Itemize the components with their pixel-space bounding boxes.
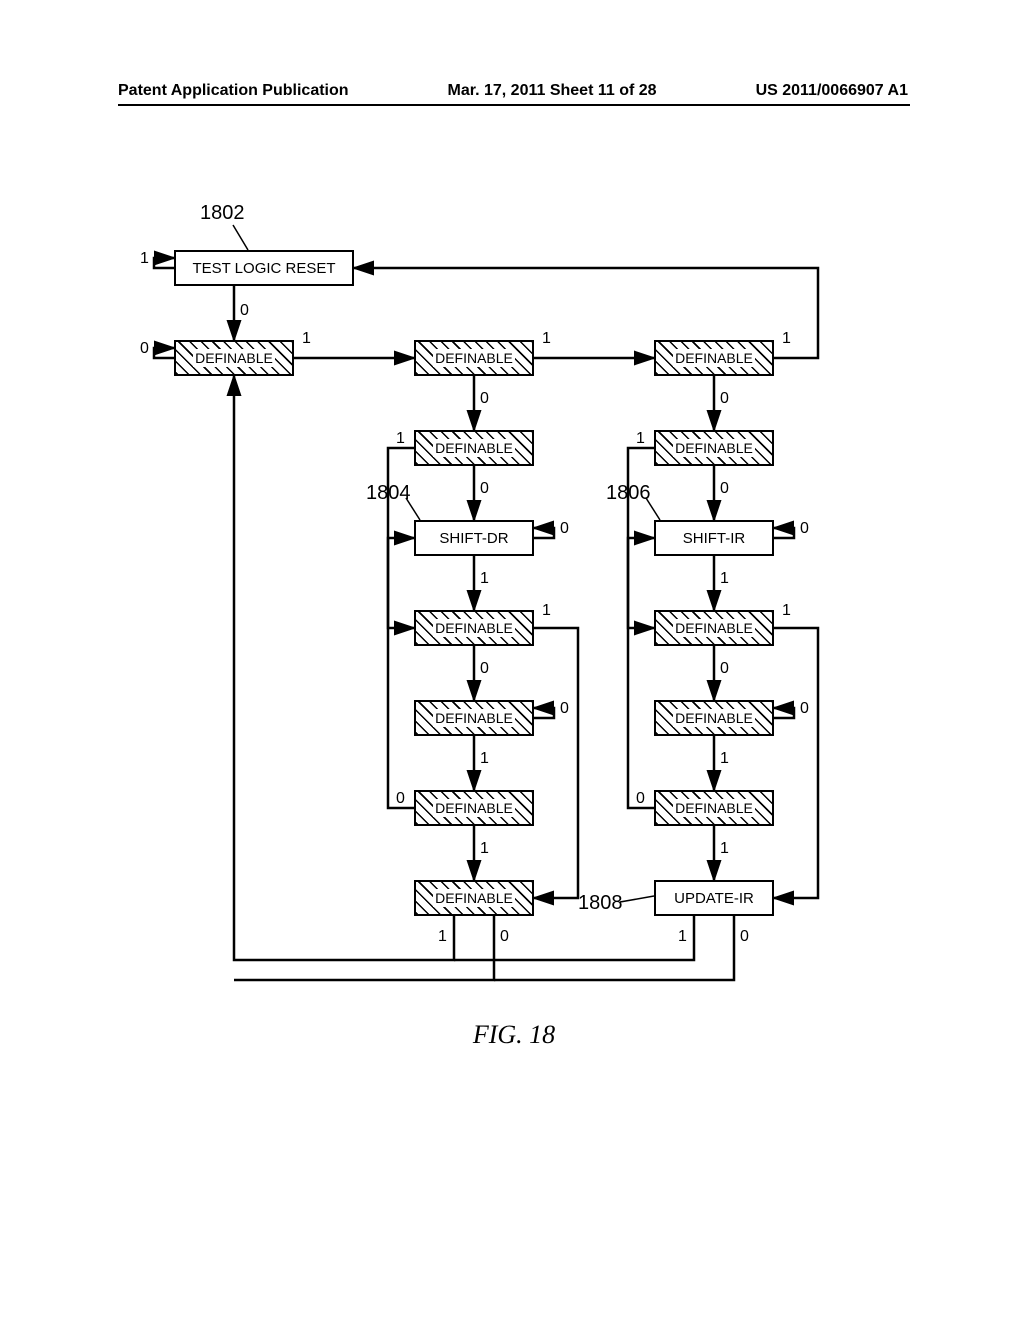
label-def: DEFINABLE bbox=[433, 709, 515, 727]
edge-label: 1 bbox=[782, 330, 791, 348]
edge-label: 0 bbox=[800, 700, 809, 718]
state-exit2-ir: DEFINABLE bbox=[654, 790, 774, 826]
refnum-1804: 1804 bbox=[366, 482, 411, 505]
refnum-1806: 1806 bbox=[606, 482, 651, 505]
state-exit1-dr: DEFINABLE bbox=[414, 610, 534, 646]
label-def: DEFINABLE bbox=[193, 349, 275, 367]
edge-label: 0 bbox=[720, 390, 729, 408]
edge-label: 1 bbox=[302, 330, 311, 348]
state-select-ir-scan: DEFINABLE bbox=[654, 340, 774, 376]
edge-label: 0 bbox=[800, 520, 809, 538]
label-def: DEFINABLE bbox=[673, 709, 755, 727]
edge-label: 1 bbox=[480, 570, 489, 588]
edge-label: 0 bbox=[500, 928, 509, 946]
edge-label: 1 bbox=[720, 570, 729, 588]
edge-label: 1 bbox=[140, 250, 149, 268]
edge-label: 1 bbox=[480, 750, 489, 768]
header-left: Patent Application Publication bbox=[118, 82, 349, 100]
edge-label: 0 bbox=[740, 928, 749, 946]
state-pause-dr: DEFINABLE bbox=[414, 700, 534, 736]
edge-label: 1 bbox=[720, 840, 729, 858]
edge-label: 0 bbox=[720, 480, 729, 498]
refnum-1808: 1808 bbox=[578, 892, 623, 915]
label-tlr: TEST LOGIC RESET bbox=[192, 260, 335, 277]
label-shift-ir: SHIFT-IR bbox=[683, 530, 746, 547]
page-header: Patent Application Publication Mar. 17, … bbox=[0, 82, 1024, 100]
header-rule bbox=[118, 104, 910, 106]
state-shift-dr: SHIFT-DR bbox=[414, 520, 534, 556]
state-diagram: TEST LOGIC RESET DEFINABLE DEFINABLE DEF… bbox=[118, 190, 910, 1090]
label-def: DEFINABLE bbox=[673, 349, 755, 367]
state-run-test-idle: DEFINABLE bbox=[174, 340, 294, 376]
label-update-ir: UPDATE-IR bbox=[674, 890, 754, 907]
edge-label: 1 bbox=[542, 330, 551, 348]
refnum-1802: 1802 bbox=[200, 202, 245, 225]
edge-label: 0 bbox=[480, 660, 489, 678]
state-update-dr: DEFINABLE bbox=[414, 880, 534, 916]
state-exit2-dr: DEFINABLE bbox=[414, 790, 534, 826]
state-pause-ir: DEFINABLE bbox=[654, 700, 774, 736]
state-capture-ir: DEFINABLE bbox=[654, 430, 774, 466]
label-def: DEFINABLE bbox=[433, 889, 515, 907]
edge-label: 0 bbox=[720, 660, 729, 678]
edge-label: 1 bbox=[438, 928, 447, 946]
state-update-ir: UPDATE-IR bbox=[654, 880, 774, 916]
edge-label: 0 bbox=[480, 390, 489, 408]
label-def: DEFINABLE bbox=[673, 799, 755, 817]
label-def: DEFINABLE bbox=[673, 619, 755, 637]
figure-caption: FIG. 18 bbox=[473, 1020, 555, 1050]
state-capture-dr: DEFINABLE bbox=[414, 430, 534, 466]
edge-label: 1 bbox=[678, 928, 687, 946]
edge-label: 0 bbox=[560, 520, 569, 538]
edge-label: 1 bbox=[480, 840, 489, 858]
edge-label: 0 bbox=[396, 790, 405, 808]
edge-label: 1 bbox=[636, 430, 645, 448]
edge-label: 0 bbox=[636, 790, 645, 808]
label-def: DEFINABLE bbox=[433, 619, 515, 637]
edge-label: 0 bbox=[240, 302, 249, 320]
label-def: DEFINABLE bbox=[433, 799, 515, 817]
edge-label: 1 bbox=[720, 750, 729, 768]
edge-label: 1 bbox=[396, 430, 405, 448]
state-shift-ir: SHIFT-IR bbox=[654, 520, 774, 556]
state-exit1-ir: DEFINABLE bbox=[654, 610, 774, 646]
label-def: DEFINABLE bbox=[433, 349, 515, 367]
state-select-dr-scan: DEFINABLE bbox=[414, 340, 534, 376]
edge-label: 1 bbox=[782, 602, 791, 620]
header-right: US 2011/0066907 A1 bbox=[756, 82, 908, 100]
label-def: DEFINABLE bbox=[673, 439, 755, 457]
header-center: Mar. 17, 2011 Sheet 11 of 28 bbox=[448, 82, 657, 100]
edge-label: 0 bbox=[560, 700, 569, 718]
edge-label: 0 bbox=[480, 480, 489, 498]
label-shift-dr: SHIFT-DR bbox=[439, 530, 508, 547]
state-test-logic-reset: TEST LOGIC RESET bbox=[174, 250, 354, 286]
label-def: DEFINABLE bbox=[433, 439, 515, 457]
edge-label: 0 bbox=[140, 340, 149, 358]
edge-label: 1 bbox=[542, 602, 551, 620]
